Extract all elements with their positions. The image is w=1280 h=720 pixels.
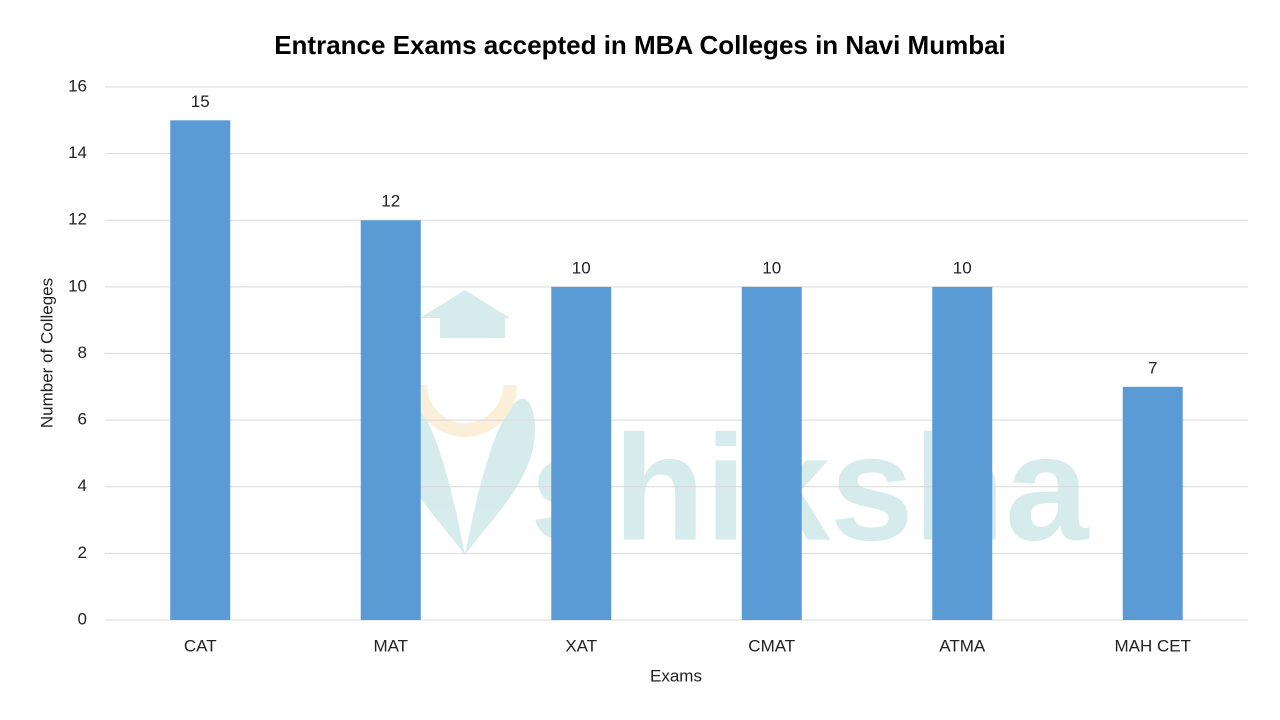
y-tick-label: 2	[78, 543, 87, 562]
bar	[741, 286, 802, 620]
data-label: 10	[572, 258, 591, 277]
y-tick-label: 12	[68, 210, 87, 229]
bar	[170, 120, 231, 620]
y-tick-label: 10	[68, 276, 87, 295]
x-tick-label: CMAT	[748, 636, 795, 655]
y-tick-label: 0	[78, 609, 87, 628]
x-axis-title: Exams	[650, 666, 702, 685]
bar	[551, 286, 612, 620]
y-tick-label: 6	[78, 410, 87, 429]
y-tick-label: 8	[78, 343, 87, 362]
x-tick-label: MAT	[373, 636, 408, 655]
bar	[1122, 386, 1183, 620]
data-label: 10	[953, 258, 972, 277]
x-tick-label: ATMA	[939, 636, 986, 655]
data-label: 10	[762, 258, 781, 277]
chart-title: Entrance Exams accepted in MBA Colleges …	[274, 30, 1006, 60]
y-tick-label: 16	[68, 76, 87, 95]
data-label: 15	[191, 92, 210, 111]
y-tick-label: 14	[68, 143, 87, 162]
watermark: shiksha	[530, 404, 1090, 572]
data-label: 7	[1148, 358, 1157, 377]
watermark-logo	[395, 290, 535, 555]
bar	[932, 286, 993, 620]
data-label: 12	[381, 192, 400, 211]
x-tick-label: MAH CET	[1115, 636, 1192, 655]
x-tick-label: XAT	[565, 636, 597, 655]
y-tick-label: 4	[78, 476, 87, 495]
bar	[360, 220, 421, 620]
x-tick-label: CAT	[184, 636, 217, 655]
y-axis-title: Number of Colleges	[37, 278, 56, 428]
